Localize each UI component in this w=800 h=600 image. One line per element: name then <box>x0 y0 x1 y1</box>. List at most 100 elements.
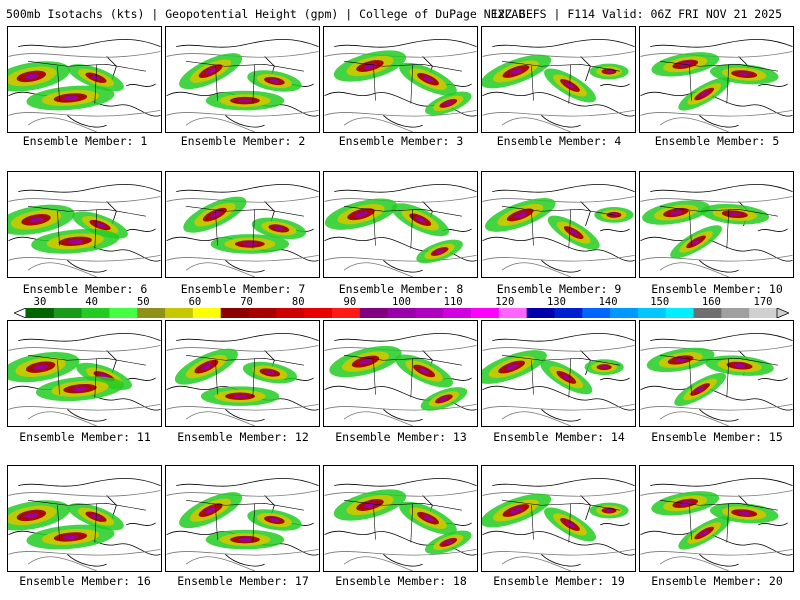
ensemble-map-panel[interactable] <box>323 26 478 133</box>
political-boundary <box>28 61 146 104</box>
political-boundary <box>28 355 146 398</box>
color-scale-label: 130 <box>546 296 566 308</box>
ensemble-member-label: Ensemble Member: 8 <box>338 282 464 296</box>
ensemble-member-label: Ensemble Member: 12 <box>177 430 309 444</box>
isotach-shading <box>422 76 434 83</box>
color-scale-label: 70 <box>240 296 253 308</box>
isotach-shading <box>62 534 79 540</box>
ensemble-map <box>166 184 319 277</box>
ensemble-map <box>324 184 477 277</box>
ensemble-map-panel[interactable] <box>323 320 478 427</box>
ensemble-map-panel[interactable] <box>7 465 162 572</box>
isotach-shading <box>674 357 687 363</box>
ensemble-map-panel[interactable] <box>7 320 162 427</box>
political-boundary <box>344 61 462 104</box>
ensemble-map <box>640 478 793 571</box>
color-scale-label: 80 <box>291 296 305 308</box>
political-boundary <box>344 355 462 398</box>
ensemble-map-panel[interactable] <box>639 465 794 572</box>
isotach-shading <box>565 82 575 89</box>
color-scale-swatch <box>721 308 750 318</box>
color-scale-swatch <box>137 308 166 318</box>
isotach-shading <box>728 212 741 217</box>
isotach-shading <box>565 521 575 528</box>
height-contour <box>8 196 161 277</box>
isotach-shading <box>204 67 217 75</box>
isotach-shading <box>569 229 579 236</box>
ensemble-map-panel[interactable] <box>165 320 320 427</box>
ensemble-map-panel[interactable] <box>323 171 478 278</box>
ensemble-map-panel[interactable] <box>165 171 320 278</box>
color-scale-label: 40 <box>85 296 98 308</box>
political-boundary <box>186 206 304 249</box>
color-scale-swatch <box>109 308 138 318</box>
ensemble-map-panel[interactable] <box>639 171 794 278</box>
coastline <box>324 184 477 273</box>
political-boundary <box>502 61 620 104</box>
color-scale-swatch <box>443 308 472 318</box>
political-boundary <box>186 355 304 398</box>
coastline <box>640 39 793 128</box>
color-scale-swatch <box>749 308 778 318</box>
isotach-shading <box>265 370 275 375</box>
ensemble-map-panel[interactable] <box>639 320 794 427</box>
color-scale-swatch <box>276 308 305 318</box>
political-boundary <box>502 355 620 398</box>
ensemble-map-panel[interactable] <box>481 26 636 133</box>
isotach-shading <box>269 518 280 522</box>
ensemble-map <box>324 39 477 132</box>
isotach-shading <box>561 374 572 381</box>
political-boundary <box>186 500 304 543</box>
isotach-shading <box>33 364 48 370</box>
height-contour <box>166 345 319 426</box>
height-contour <box>8 490 161 571</box>
isotach-shading <box>24 73 39 80</box>
ensemble-map-panel[interactable] <box>7 26 162 133</box>
isotach-shading <box>439 396 449 402</box>
color-scale-label: 50 <box>136 296 150 308</box>
color-scale-swatch <box>192 308 222 318</box>
ensemble-map-panel[interactable] <box>481 465 636 572</box>
ensemble-map-panel[interactable] <box>323 465 478 572</box>
color-scale-swatch <box>637 308 667 318</box>
isotach-shading <box>363 502 377 508</box>
color-scale-label: 160 <box>701 296 721 308</box>
isotach-shading <box>605 70 613 73</box>
ensemble-map <box>8 478 161 571</box>
political-boundary <box>660 500 778 543</box>
color-scale-swatch <box>81 308 110 318</box>
isotach-shading <box>600 365 608 369</box>
isotach-shading <box>695 386 705 393</box>
ensemble-map-panel[interactable] <box>481 171 636 278</box>
isotach-shading <box>422 515 434 522</box>
isotach-shading <box>418 367 430 374</box>
ensemble-map-panel[interactable] <box>165 465 320 572</box>
color-scale-swatch <box>554 308 583 318</box>
ensemble-member-label: Ensemble Member: 3 <box>338 134 464 148</box>
color-scale-label: 140 <box>598 296 618 308</box>
isotach-shading <box>738 72 751 76</box>
coastline <box>640 333 793 422</box>
isotach-shading <box>699 530 709 536</box>
ensemble-map-panel[interactable] <box>481 320 636 427</box>
ensemble-map <box>640 333 793 426</box>
coastline <box>324 478 477 567</box>
ensemble-member-label: Ensemble Member: 10 <box>651 282 783 296</box>
ensemble-map <box>166 478 319 571</box>
color-scale-swatch <box>304 308 333 318</box>
ensemble-map-panel[interactable] <box>639 26 794 133</box>
isotach-shading <box>209 211 221 218</box>
isotach-shading <box>699 91 709 97</box>
color-scale-swatch <box>53 308 83 318</box>
color-scale: 30 40 50 60 70 80 90 100 110 120 130 140 150 160 170 <box>14 296 789 320</box>
coastline <box>482 184 635 273</box>
ensemble-map-panel[interactable] <box>7 171 162 278</box>
isotach-shading <box>513 211 527 218</box>
isotach-shading <box>200 363 213 370</box>
isotach-shading <box>444 540 453 545</box>
ensemble-map-panel[interactable] <box>165 26 320 133</box>
color-scale-swatch <box>26 308 55 318</box>
ensemble-map <box>8 184 161 277</box>
isotach-shading <box>204 506 217 514</box>
ensemble-map <box>8 39 161 132</box>
